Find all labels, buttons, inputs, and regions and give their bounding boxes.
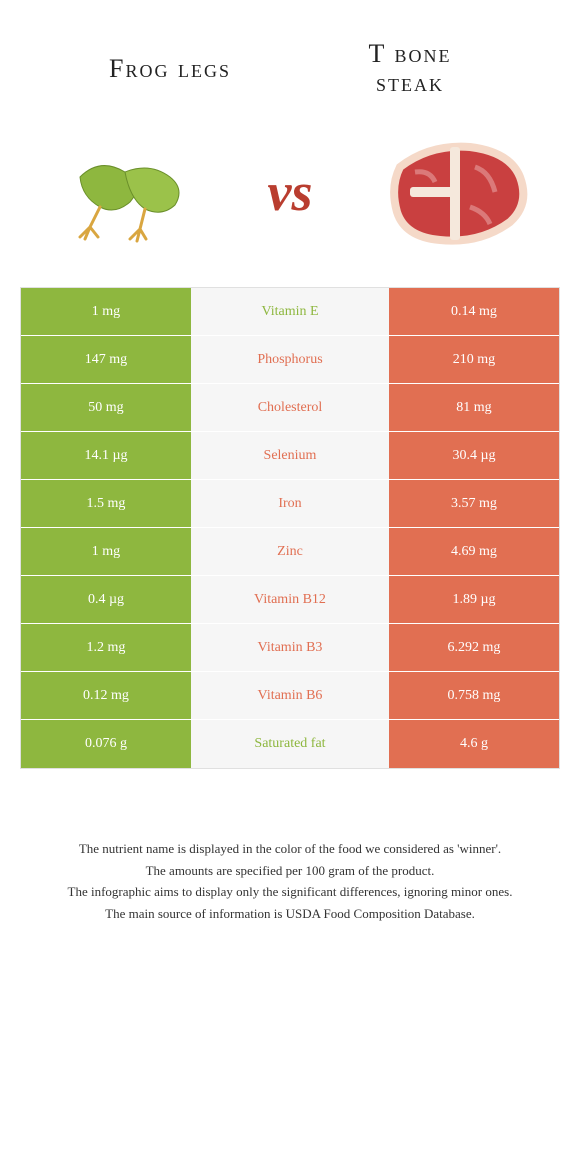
- right-value: 30.4 µg: [389, 432, 559, 479]
- footer-line: The amounts are specified per 100 gram o…: [30, 861, 550, 881]
- steak-icon: [370, 127, 540, 257]
- table-row: 14.1 µgSelenium30.4 µg: [21, 432, 559, 480]
- left-value: 0.12 mg: [21, 672, 191, 719]
- right-value: 4.69 mg: [389, 528, 559, 575]
- right-value: 6.292 mg: [389, 624, 559, 671]
- table-row: 0.4 µgVitamin B121.89 µg: [21, 576, 559, 624]
- right-value: 0.14 mg: [389, 288, 559, 335]
- nutrient-name: Vitamin B12: [191, 576, 389, 623]
- left-value: 1 mg: [21, 528, 191, 575]
- right-value: 4.6 g: [389, 720, 559, 768]
- left-value: 1.2 mg: [21, 624, 191, 671]
- table-row: 147 mgPhosphorus210 mg: [21, 336, 559, 384]
- header-row: Frog legs T bone steak: [20, 40, 560, 97]
- nutrient-name: Phosphorus: [191, 336, 389, 383]
- table-row: 0.12 mgVitamin B60.758 mg: [21, 672, 559, 720]
- image-row: vs: [20, 127, 560, 257]
- left-value: 50 mg: [21, 384, 191, 431]
- footer-notes: The nutrient name is displayed in the co…: [20, 839, 560, 923]
- right-value: 0.758 mg: [389, 672, 559, 719]
- left-value: 1.5 mg: [21, 480, 191, 527]
- footer-line: The main source of information is USDA F…: [30, 904, 550, 924]
- table-row: 50 mgCholesterol81 mg: [21, 384, 559, 432]
- footer-line: The nutrient name is displayed in the co…: [30, 839, 550, 859]
- right-food-title: T bone steak: [290, 40, 530, 97]
- right-value: 3.57 mg: [389, 480, 559, 527]
- left-value: 0.4 µg: [21, 576, 191, 623]
- table-row: 1.2 mgVitamin B36.292 mg: [21, 624, 559, 672]
- nutrient-name: Saturated fat: [191, 720, 389, 768]
- right-value: 81 mg: [389, 384, 559, 431]
- nutrient-name: Iron: [191, 480, 389, 527]
- nutrient-name: Vitamin B6: [191, 672, 389, 719]
- left-value: 1 mg: [21, 288, 191, 335]
- left-food-title: Frog legs: [50, 54, 290, 84]
- right-value: 1.89 µg: [389, 576, 559, 623]
- comparison-table: 1 mgVitamin E0.14 mg147 mgPhosphorus210 …: [20, 287, 560, 769]
- vs-label: vs: [268, 161, 313, 223]
- left-value: 147 mg: [21, 336, 191, 383]
- nutrient-name: Vitamin E: [191, 288, 389, 335]
- right-value: 210 mg: [389, 336, 559, 383]
- table-row: 1.5 mgIron3.57 mg: [21, 480, 559, 528]
- nutrient-name: Cholesterol: [191, 384, 389, 431]
- nutrient-name: Selenium: [191, 432, 389, 479]
- nutrient-name: Vitamin B3: [191, 624, 389, 671]
- footer-line: The infographic aims to display only the…: [30, 882, 550, 902]
- left-value: 14.1 µg: [21, 432, 191, 479]
- table-row: 1 mgZinc4.69 mg: [21, 528, 559, 576]
- frog-legs-icon: [40, 127, 210, 257]
- table-row: 0.076 gSaturated fat4.6 g: [21, 720, 559, 768]
- nutrient-name: Zinc: [191, 528, 389, 575]
- left-value: 0.076 g: [21, 720, 191, 768]
- table-row: 1 mgVitamin E0.14 mg: [21, 288, 559, 336]
